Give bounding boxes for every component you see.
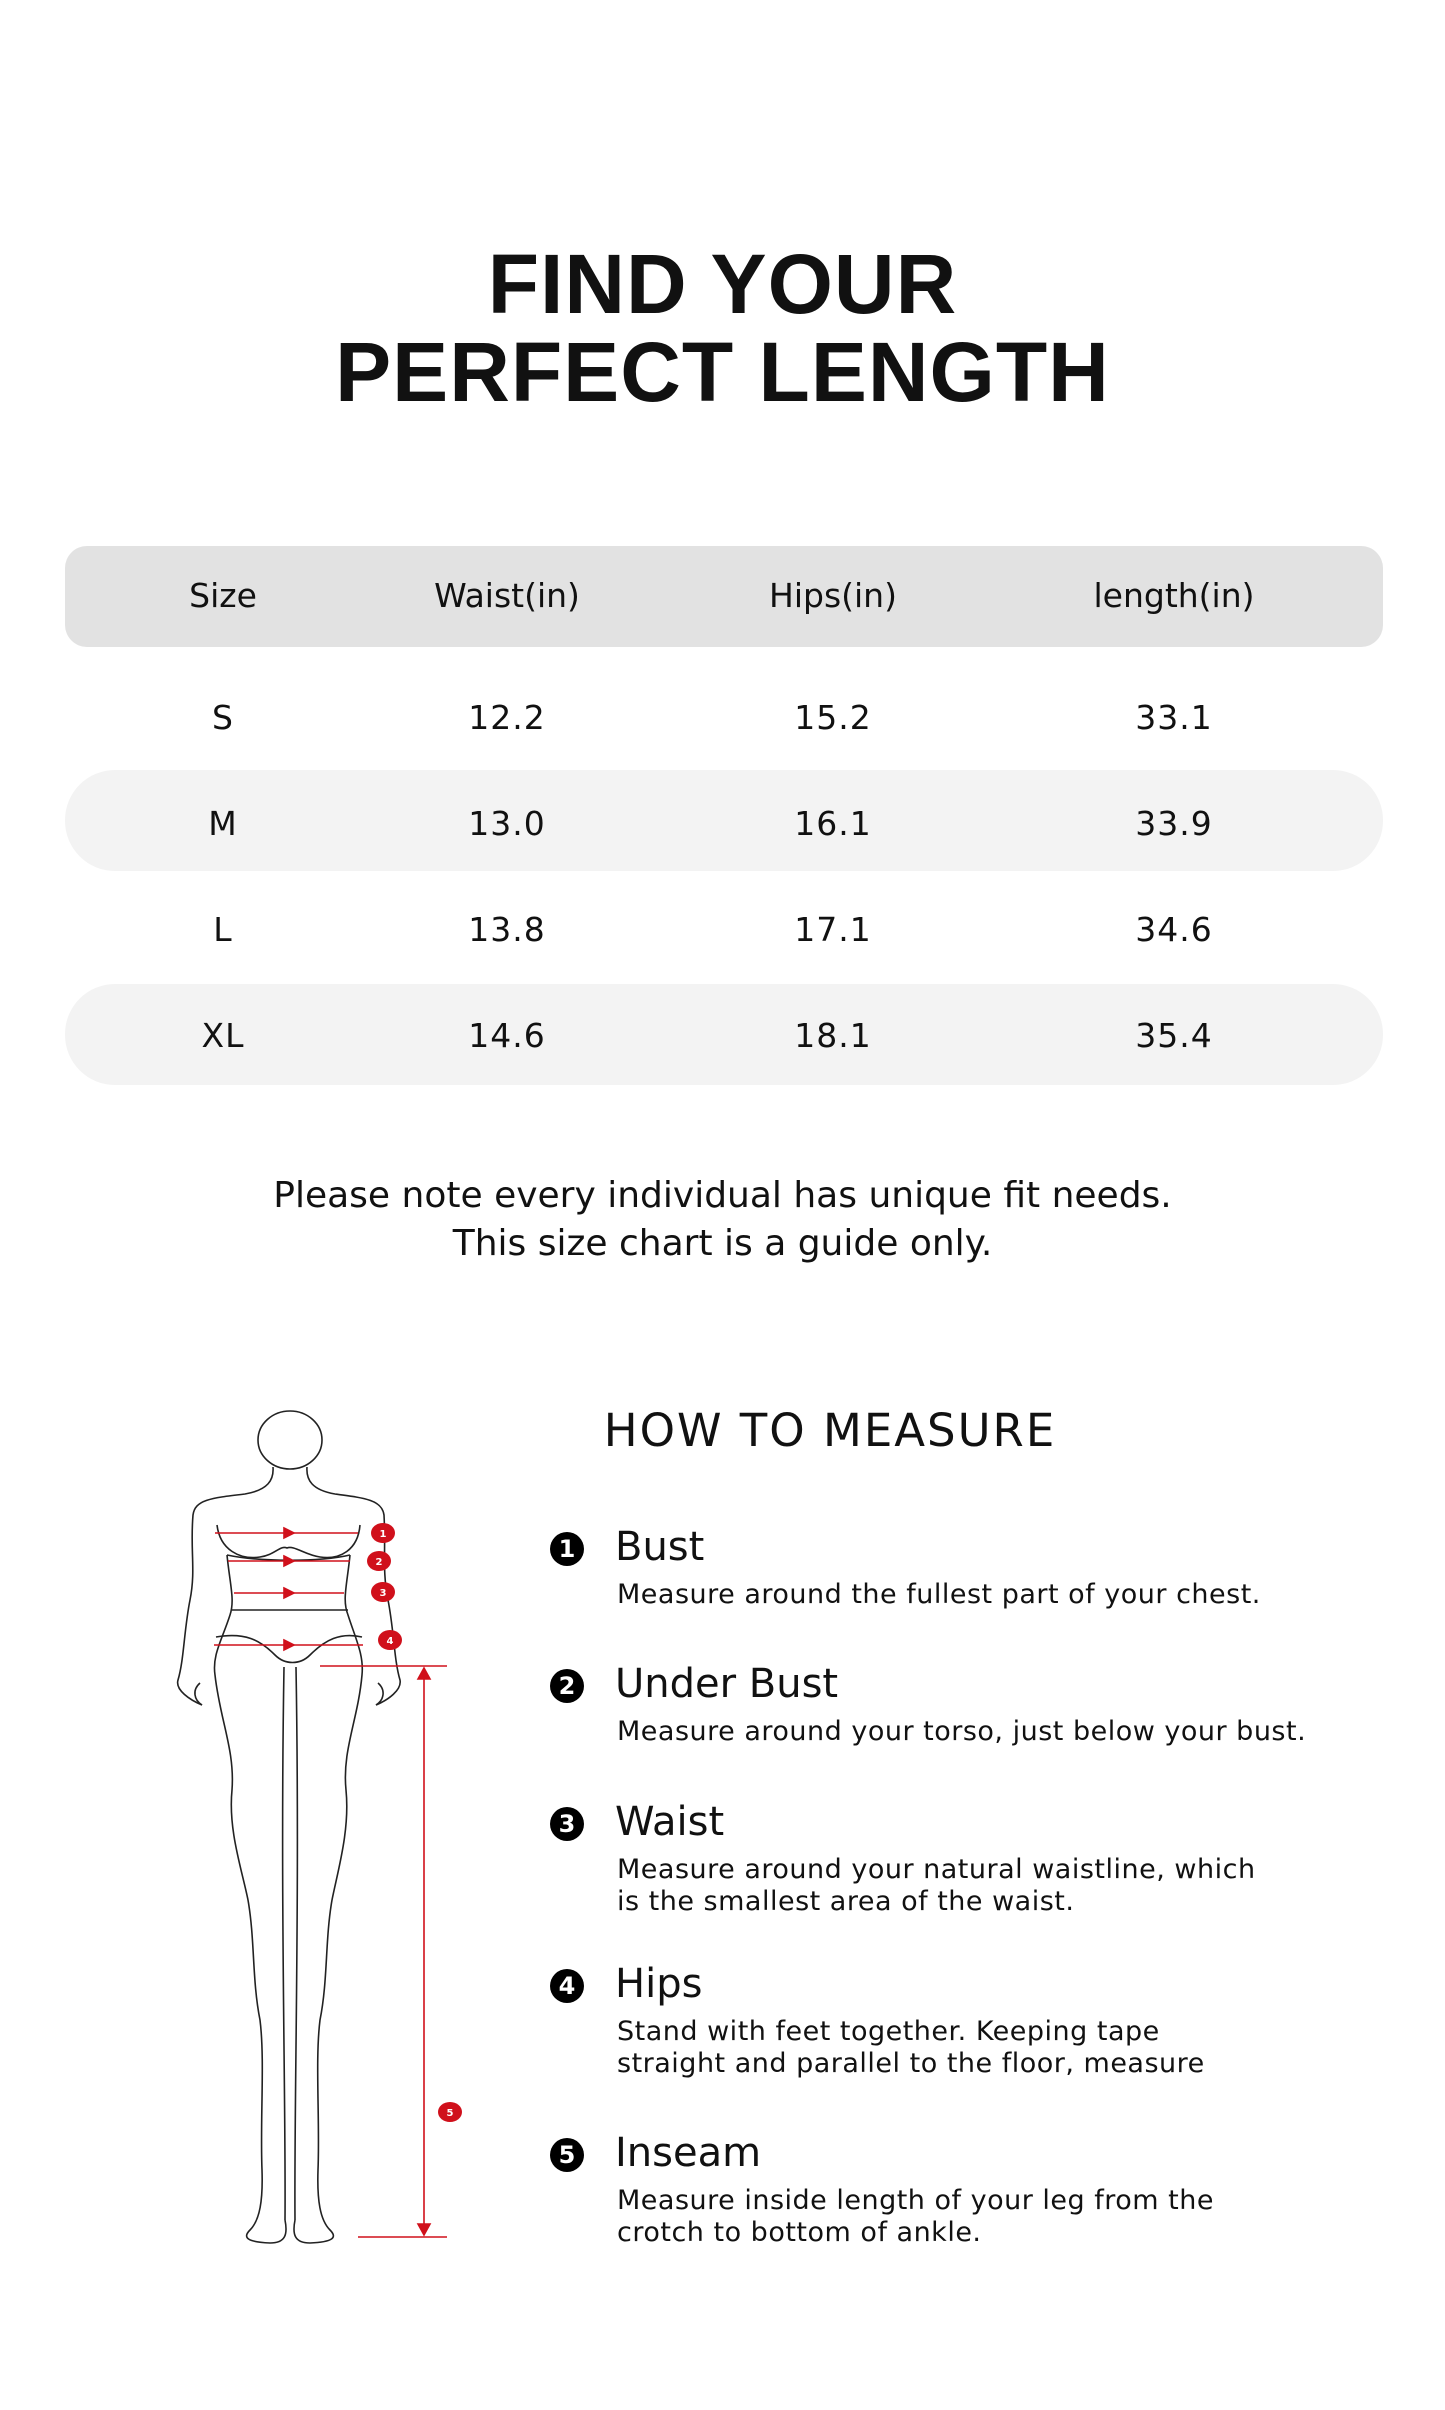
- step-title: Hips: [615, 1961, 703, 2007]
- step-title: Bust: [615, 1524, 705, 1570]
- description-line: Measure around your torso, just below yo…: [617, 1716, 1307, 1747]
- description-line: Measure around your natural waistline, w…: [617, 1854, 1256, 1885]
- step-description: Measure around your torso, just below yo…: [617, 1716, 1377, 1748]
- title-line-2: PERFECT LENGTH: [335, 325, 1110, 419]
- table-cell: S: [212, 698, 234, 737]
- table-cell: 13.8: [468, 910, 546, 949]
- step-title: Waist: [615, 1799, 725, 1845]
- table-cell: 33.1: [1135, 698, 1213, 737]
- step-number-icon: 4: [550, 1969, 584, 2003]
- row-band: [65, 984, 1383, 1085]
- table-cell: 13.0: [468, 804, 546, 843]
- table-header: [65, 546, 1383, 647]
- marker-label: 4: [387, 1636, 394, 1647]
- description-line: Measure around the fullest part of your …: [617, 1579, 1261, 1610]
- column-header: Size: [189, 576, 257, 615]
- title-line-1: FIND YOUR: [487, 237, 958, 331]
- marker-label: 3: [380, 1588, 387, 1599]
- note-line-1: Please note every individual has unique …: [273, 1175, 1172, 1216]
- table-cell: XL: [201, 1016, 245, 1055]
- step-description: Measure around the fullest part of your …: [617, 1579, 1377, 1611]
- column-header: Waist(in): [434, 576, 580, 615]
- marker-label: 2: [376, 1557, 383, 1568]
- step-number-icon: 3: [550, 1807, 584, 1841]
- step-number-icon: 1: [550, 1532, 584, 1566]
- column-header: Hips(in): [769, 576, 897, 615]
- step-description: Measure inside length of your leg from t…: [617, 2185, 1377, 2249]
- table-cell: 33.9: [1135, 804, 1213, 843]
- description-line: is the smallest area of the waist.: [617, 1886, 1075, 1917]
- step-number-icon: 2: [550, 1669, 584, 1703]
- marker-badge: [371, 1582, 395, 1602]
- step-number-icon: 5: [550, 2138, 584, 2172]
- measurement-lines: [214, 1526, 447, 2238]
- table-cell: 35.4: [1135, 1016, 1213, 1055]
- step-description: Measure around your natural waistline, w…: [617, 1854, 1377, 1918]
- table-cell: 15.2: [794, 698, 872, 737]
- body-measurement-figure: 1 2 3 4 5: [176, 1410, 462, 2244]
- marker-badge: [378, 1630, 402, 1650]
- table-cell: 18.1: [794, 1016, 872, 1055]
- description-line: crotch to bottom of ankle.: [617, 2217, 982, 2248]
- description-line: Measure inside length of your leg from t…: [617, 2185, 1214, 2216]
- table-cell: M: [208, 804, 238, 843]
- description-line: Stand with feet together. Keeping tape: [617, 2016, 1160, 2047]
- fit-note: Please note every individual has unique …: [0, 1172, 1445, 1268]
- step-description: Stand with feet together. Keeping tape st…: [617, 2016, 1377, 2080]
- description-line: straight and parallel to the floor, meas…: [617, 2048, 1205, 2079]
- marker-badge: [371, 1523, 395, 1543]
- note-line-2: This size chart is a guide only.: [452, 1223, 993, 1264]
- step-title: Inseam: [615, 2130, 762, 2176]
- marker-label: 1: [380, 1529, 387, 1540]
- marker-label: 5: [447, 2108, 454, 2119]
- table-cell: L: [213, 910, 233, 949]
- table-cell: 16.1: [794, 804, 872, 843]
- marker-badge: [438, 2102, 462, 2122]
- table-cell: 17.1: [794, 910, 872, 949]
- page-title: FIND YOUR PERFECT LENGTH: [0, 240, 1445, 416]
- table-cell: 12.2: [468, 698, 546, 737]
- table-cell: 14.6: [468, 1016, 546, 1055]
- row-band: [65, 770, 1383, 871]
- column-header: length(in): [1093, 576, 1255, 615]
- step-title: Under Bust: [615, 1661, 839, 1707]
- table-cell: 34.6: [1135, 910, 1213, 949]
- how-to-measure-heading: HOW TO MEASURE: [603, 1404, 1057, 1457]
- marker-badge: [367, 1551, 391, 1571]
